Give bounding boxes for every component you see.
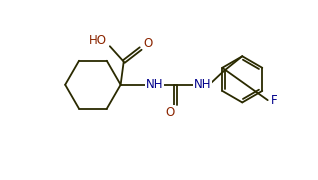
Text: NH: NH — [193, 78, 211, 91]
Text: F: F — [271, 94, 277, 107]
Text: O: O — [165, 106, 175, 119]
Text: NH: NH — [146, 78, 163, 91]
Text: HO: HO — [88, 34, 107, 47]
Text: O: O — [144, 37, 153, 50]
